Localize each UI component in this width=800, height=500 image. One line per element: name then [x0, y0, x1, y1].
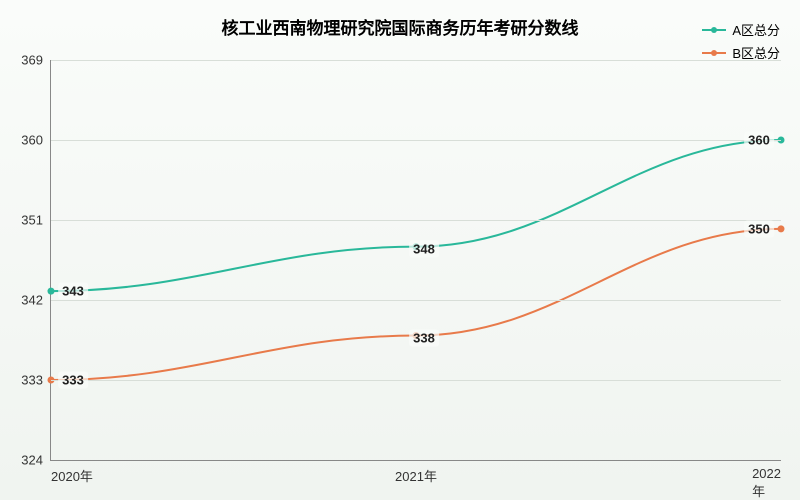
x-axis-label: 2021年 [395, 460, 437, 485]
y-axis-label: 324 [21, 453, 51, 468]
legend-swatch-b [702, 52, 726, 54]
data-label: 333 [58, 372, 88, 389]
series-line [51, 140, 781, 291]
x-axis-label: 2020年 [51, 460, 93, 485]
data-point [778, 225, 785, 232]
y-axis-label: 369 [21, 53, 51, 68]
gridline [51, 60, 781, 61]
gridline [51, 300, 781, 301]
chart-container: 核工业西南物理研究院国际商务历年考研分数线 A区总分 B区总分 32433334… [0, 0, 800, 500]
data-label: 360 [744, 132, 774, 149]
legend-item-a: A区总分 [702, 20, 780, 39]
chart-lines [51, 60, 781, 460]
legend-swatch-a [702, 29, 726, 31]
plot-area: 3243333423513603692020年2021年2022年3433483… [50, 60, 781, 461]
data-label: 343 [58, 283, 88, 300]
chart-title: 核工业西南物理研究院国际商务历年考研分数线 [222, 14, 579, 39]
y-axis-label: 333 [21, 373, 51, 388]
y-axis-label: 351 [21, 213, 51, 228]
gridline [51, 140, 781, 141]
gridline [51, 220, 781, 221]
y-axis-label: 342 [21, 293, 51, 308]
data-label: 350 [744, 220, 774, 237]
data-label: 348 [409, 240, 439, 257]
legend-label-a: A区总分 [732, 20, 780, 39]
y-axis-label: 360 [21, 133, 51, 148]
gridline [51, 380, 781, 381]
x-axis-label: 2022年 [752, 460, 781, 500]
data-label: 338 [409, 329, 439, 346]
